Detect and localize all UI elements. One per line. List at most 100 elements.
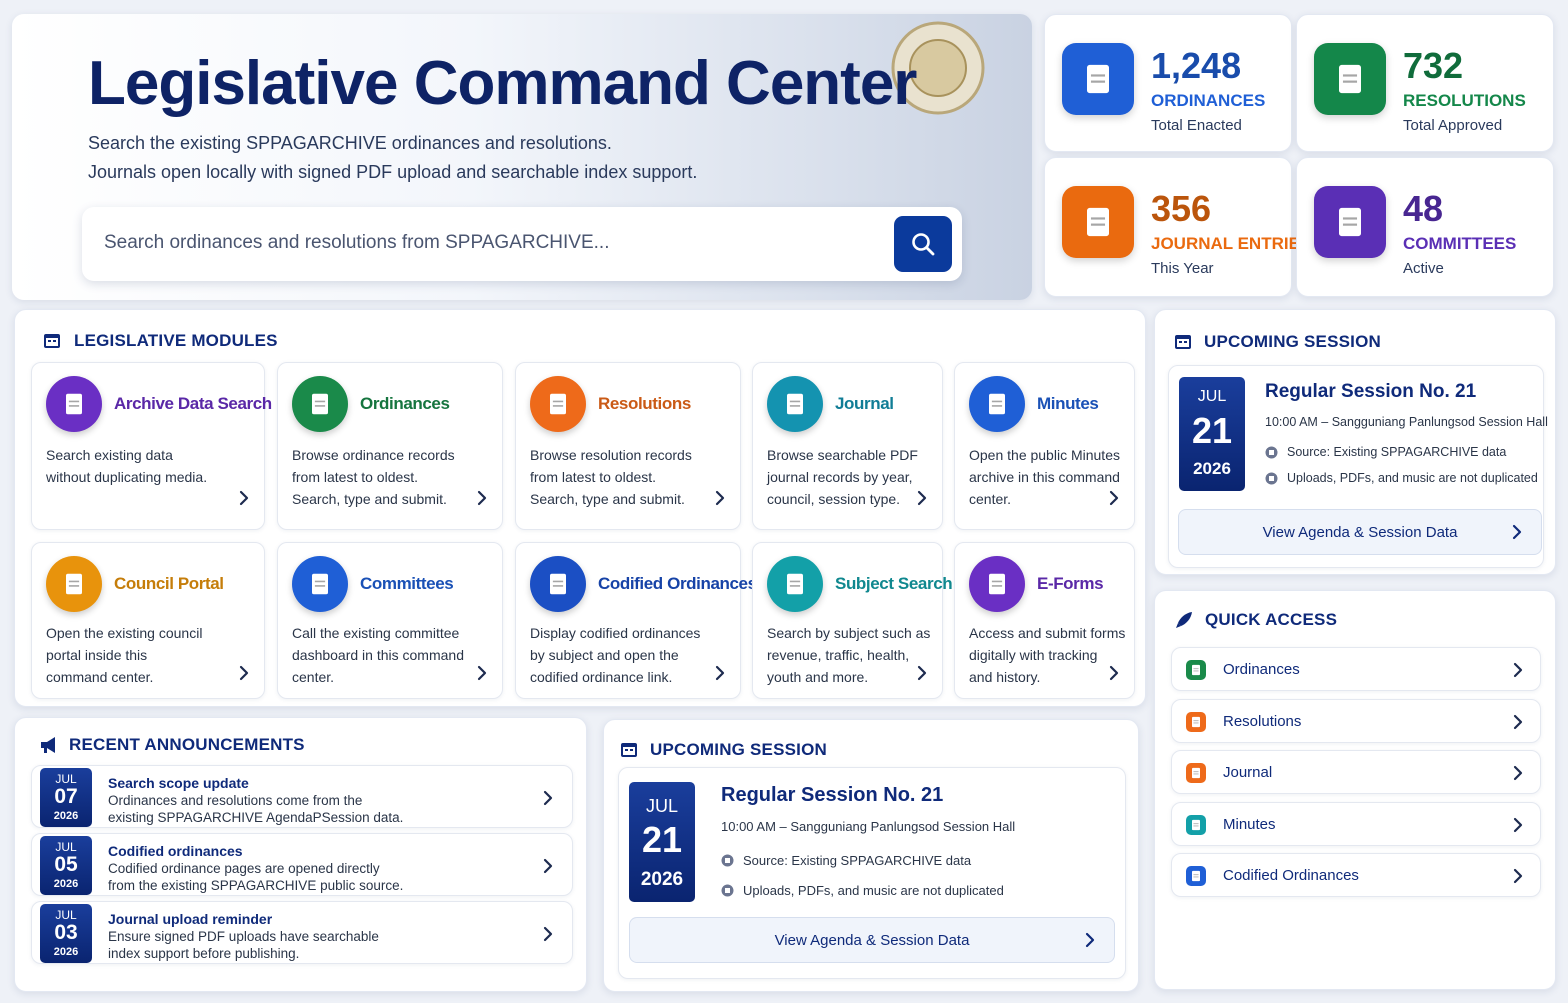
date-day: 21 — [1191, 410, 1233, 451]
module-description: codified ordinance link. — [530, 669, 673, 685]
module-card[interactable]: E-Forms Access and submit forms digitally … — [954, 542, 1135, 699]
chevron-icon — [917, 490, 927, 506]
module-card[interactable]: Council Portal Open the existing council p… — [31, 542, 265, 699]
chevron-icon — [477, 490, 487, 506]
session-button[interactable]: View Agenda & Session Data — [1178, 509, 1542, 555]
date-badge: JUL 21 2026 — [629, 782, 695, 902]
chevron-icon — [917, 665, 927, 681]
module-card[interactable]: Codified Ordinances Display codified ordi… — [515, 542, 757, 699]
quick-access-item[interactable]: Journal — [1171, 750, 1541, 794]
chevron-icon — [1513, 662, 1523, 678]
quick-access-heading: QUICK ACCESS — [1205, 610, 1338, 629]
date-badge: JUL 21 2026 — [1179, 377, 1245, 491]
module-description: council, session type. — [767, 491, 901, 507]
chevron-icon — [239, 490, 249, 506]
quick-access-label: Journal — [1223, 764, 1273, 781]
date-month: JUL — [1197, 388, 1227, 405]
hero-description: Search the existing SPPAGARCHIVE ordinan… — [88, 133, 612, 153]
stat-value: 356 — [1151, 188, 1212, 229]
module-card[interactable]: Ordinances Browse ordinance records from l… — [277, 362, 503, 530]
stat-label: ORDINANCES — [1151, 91, 1266, 110]
announcement-item[interactable]: JUL 05 2026 Codified ordinances Codified ord… — [31, 833, 573, 896]
info-icon — [721, 854, 734, 867]
icon-glyph — [66, 573, 82, 595]
module-description: and history. — [969, 669, 1041, 685]
stat-value: 1,248 — [1151, 45, 1242, 86]
rocket-icon — [1176, 612, 1192, 628]
session-button[interactable]: View Agenda & Session Data — [629, 917, 1115, 963]
module-description: Search by subject such as — [767, 625, 931, 641]
module-card[interactable]: Resolutions Browse resolution records from… — [515, 362, 741, 530]
module-icon — [969, 376, 1025, 432]
modules-heading: LEGISLATIVE MODULES — [74, 331, 278, 350]
session-button-label: View Agenda & Session Data — [774, 932, 970, 949]
announcement-text: Ordinances and resolutions come from the — [108, 793, 363, 808]
session-time: 10:00 AM – Sangguniang Panlungsod Sessio… — [721, 819, 1016, 834]
quick-access-item[interactable]: Resolutions — [1171, 698, 1541, 743]
session-heading: UPCOMING SESSION — [650, 740, 828, 759]
quick-access-item[interactable]: Codified Ordinances — [1171, 853, 1541, 897]
quick-access-item[interactable]: Ordinances — [1171, 647, 1541, 691]
module-title: Committees — [360, 574, 454, 593]
module-card[interactable]: Committees Call the existing committee das… — [277, 542, 503, 699]
module-card[interactable]: Minutes Open the public Minutes archive in… — [954, 362, 1135, 530]
stat-caption: Total Approved — [1403, 117, 1503, 134]
stat-label: COMMITTEES — [1403, 234, 1517, 253]
module-title: Subject Search — [835, 574, 953, 593]
session-source: Source: Existing SPPAGARCHIVE data — [743, 853, 972, 868]
module-description: Search existing data — [46, 447, 173, 463]
date-month: JUL — [55, 772, 77, 786]
module-icon — [46, 556, 102, 612]
module-description: Display codified ordinances — [530, 625, 701, 641]
announcement-text: Codified ordinance pages are opened dire… — [108, 861, 380, 876]
date-day: 07 — [54, 785, 78, 808]
date-year: 2026 — [640, 869, 684, 890]
module-description: Open the public Minutes — [969, 447, 1120, 463]
search-icon — [912, 233, 935, 256]
info-icon — [1265, 446, 1278, 459]
module-title: Archive Data Search — [114, 394, 272, 413]
quick-access-icon — [1186, 660, 1206, 680]
announcement-item[interactable]: JUL 03 2026 Journal upload reminder Ensure s… — [31, 901, 573, 964]
date-year: 2026 — [53, 946, 79, 958]
announcements-panel: RECENT ANNOUNCEMENTS JUL 07 2026 Search scop… — [14, 717, 587, 992]
module-description: center. — [292, 669, 335, 685]
module-icon — [292, 376, 348, 432]
search-button[interactable] — [894, 216, 952, 272]
date-badge: JUL 05 2026 — [40, 836, 92, 895]
session-panel: UPCOMING SESSION JUL 21 2026 Regular Session… — [603, 719, 1139, 992]
chevron-icon — [1085, 932, 1095, 948]
announcement-item[interactable]: JUL 07 2026 Search scope update Ordinances a… — [31, 765, 573, 828]
announcement-title: Journal upload reminder — [108, 911, 273, 927]
search-box[interactable]: Search ordinances and resolutions from S… — [82, 207, 962, 281]
module-card[interactable]: Journal Browse searchable PDF journal reco… — [752, 362, 943, 530]
hero-banner: Legislative Command Center Search the exi… — [12, 14, 1032, 300]
module-description: Open the existing council — [46, 625, 203, 641]
stat-value: 732 — [1403, 45, 1464, 86]
module-card[interactable]: Archive Data Search Search existing data w… — [31, 362, 272, 530]
module-icon — [767, 376, 823, 432]
quick-access-icon — [1186, 763, 1206, 783]
date-year: 2026 — [1193, 459, 1231, 478]
info-icon — [721, 884, 734, 897]
hero-title: Legislative Command Center — [88, 49, 917, 118]
icon-glyph — [312, 573, 328, 595]
icon-glyph — [1192, 870, 1200, 882]
module-card[interactable]: Subject Search Search by subject such as r… — [752, 542, 953, 699]
quick-access-item[interactable]: Minutes — [1171, 801, 1541, 846]
icon-glyph — [550, 573, 566, 595]
module-description: command center. — [46, 669, 154, 685]
chevron-icon — [543, 858, 553, 874]
icon-glyph — [1087, 64, 1109, 94]
stat-caption: This Year — [1151, 260, 1214, 277]
module-icon — [46, 376, 102, 432]
icon-glyph — [1192, 716, 1200, 727]
date-day: 03 — [54, 921, 78, 944]
announcement-text: Ensure signed PDF uploads have searchabl… — [108, 929, 379, 944]
stat-card: 1,248 ORDINANCES Total Enacted — [1044, 14, 1292, 152]
quick-access-icon — [1186, 814, 1206, 835]
quick-access-label: Resolutions — [1223, 712, 1302, 730]
module-description: Browse resolution records — [530, 447, 692, 463]
announcement-text: existing SPPAGARCHIVE AgendaPSession dat… — [108, 810, 404, 825]
module-title: Council Portal — [114, 574, 224, 593]
